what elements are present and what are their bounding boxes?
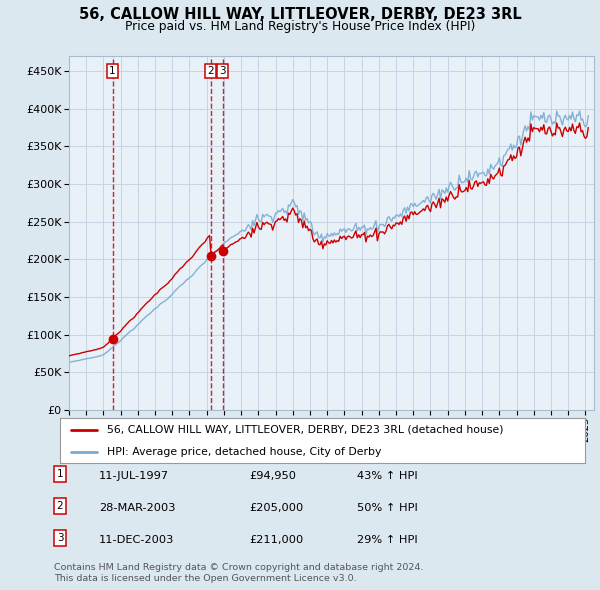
Text: 43% ↑ HPI: 43% ↑ HPI [357,471,418,481]
Text: 11-JUL-1997: 11-JUL-1997 [99,471,169,481]
Text: Price paid vs. HM Land Registry's House Price Index (HPI): Price paid vs. HM Land Registry's House … [125,20,475,33]
Text: £94,950: £94,950 [249,471,296,481]
Text: 2: 2 [56,501,64,511]
Text: 3: 3 [56,533,64,543]
Text: 28-MAR-2003: 28-MAR-2003 [99,503,176,513]
Text: 56, CALLOW HILL WAY, LITTLEOVER, DERBY, DE23 3RL (detached house): 56, CALLOW HILL WAY, LITTLEOVER, DERBY, … [107,425,504,434]
Text: 1: 1 [109,66,116,76]
Text: 56, CALLOW HILL WAY, LITTLEOVER, DERBY, DE23 3RL: 56, CALLOW HILL WAY, LITTLEOVER, DERBY, … [79,7,521,22]
Text: 2: 2 [208,66,214,76]
Text: 11-DEC-2003: 11-DEC-2003 [99,535,175,545]
Text: This data is licensed under the Open Government Licence v3.0.: This data is licensed under the Open Gov… [54,574,356,583]
Text: £211,000: £211,000 [249,535,303,545]
Text: 3: 3 [220,66,226,76]
Text: Contains HM Land Registry data © Crown copyright and database right 2024.: Contains HM Land Registry data © Crown c… [54,563,424,572]
Text: 50% ↑ HPI: 50% ↑ HPI [357,503,418,513]
Text: £205,000: £205,000 [249,503,303,513]
Text: 1: 1 [56,469,64,479]
Text: 29% ↑ HPI: 29% ↑ HPI [357,535,418,545]
Text: HPI: Average price, detached house, City of Derby: HPI: Average price, detached house, City… [107,447,382,457]
